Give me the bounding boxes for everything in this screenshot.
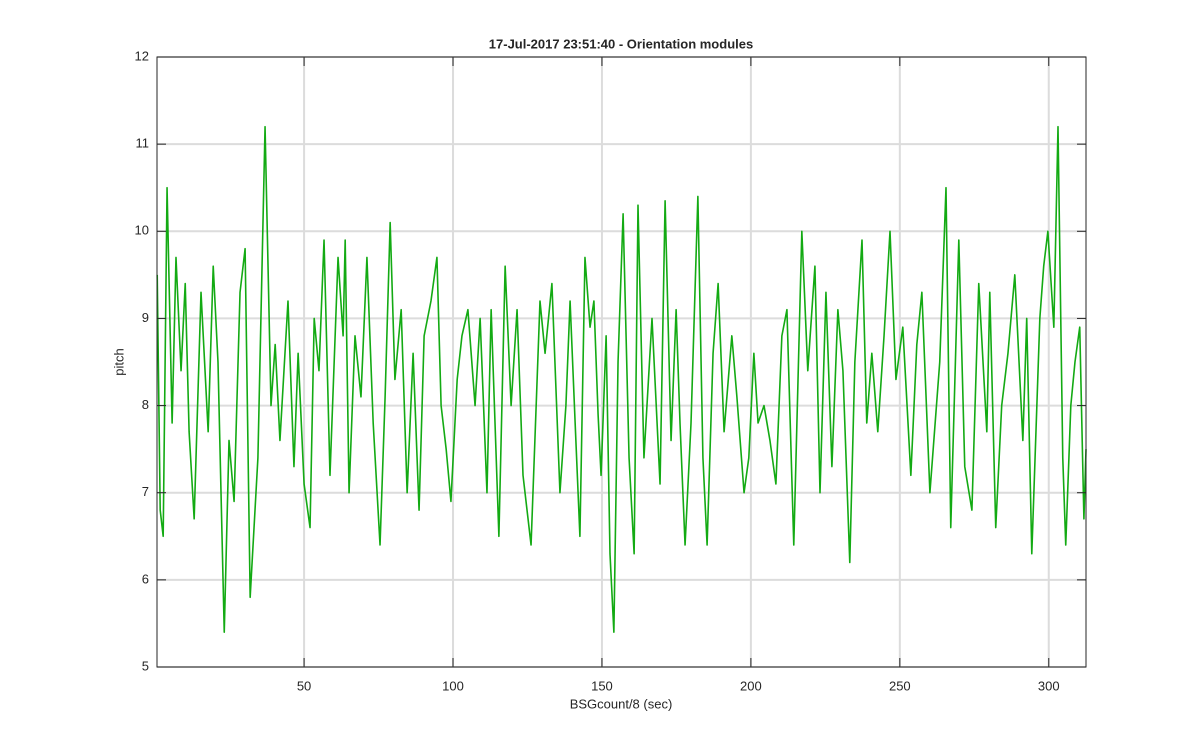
- x-tick-label: 50: [297, 678, 311, 693]
- axes-box: [156, 56, 1087, 668]
- y-tick-label: 7: [142, 484, 149, 499]
- data-line: [156, 125, 1087, 633]
- y-tick-label: 10: [135, 223, 149, 238]
- chart-title: 17-Jul-2017 23:51:40 - Orientation modul…: [489, 36, 753, 51]
- y-tick-label: 12: [135, 48, 149, 63]
- x-tick-label: 100: [442, 678, 464, 693]
- plot-area: [157, 57, 1086, 667]
- y-axis-label: pitch: [111, 348, 126, 375]
- y-tick-label: 11: [136, 136, 150, 151]
- x-tick-label: 250: [889, 678, 911, 693]
- y-tick-label: 6: [142, 571, 149, 586]
- x-tick-label: 200: [740, 678, 762, 693]
- x-tick-label: 300: [1038, 678, 1060, 693]
- y-tick-label: 5: [142, 658, 149, 673]
- y-tick-label: 9: [142, 310, 149, 325]
- x-axis-label: BSGcount/8 (sec): [570, 696, 673, 711]
- y-tick-label: 8: [142, 397, 149, 412]
- ticks: 50 100 150 200 250 300 5 6 7 8 9 10 11 12: [135, 48, 1086, 693]
- series: [156, 125, 1087, 633]
- x-tick-label: 150: [591, 678, 613, 693]
